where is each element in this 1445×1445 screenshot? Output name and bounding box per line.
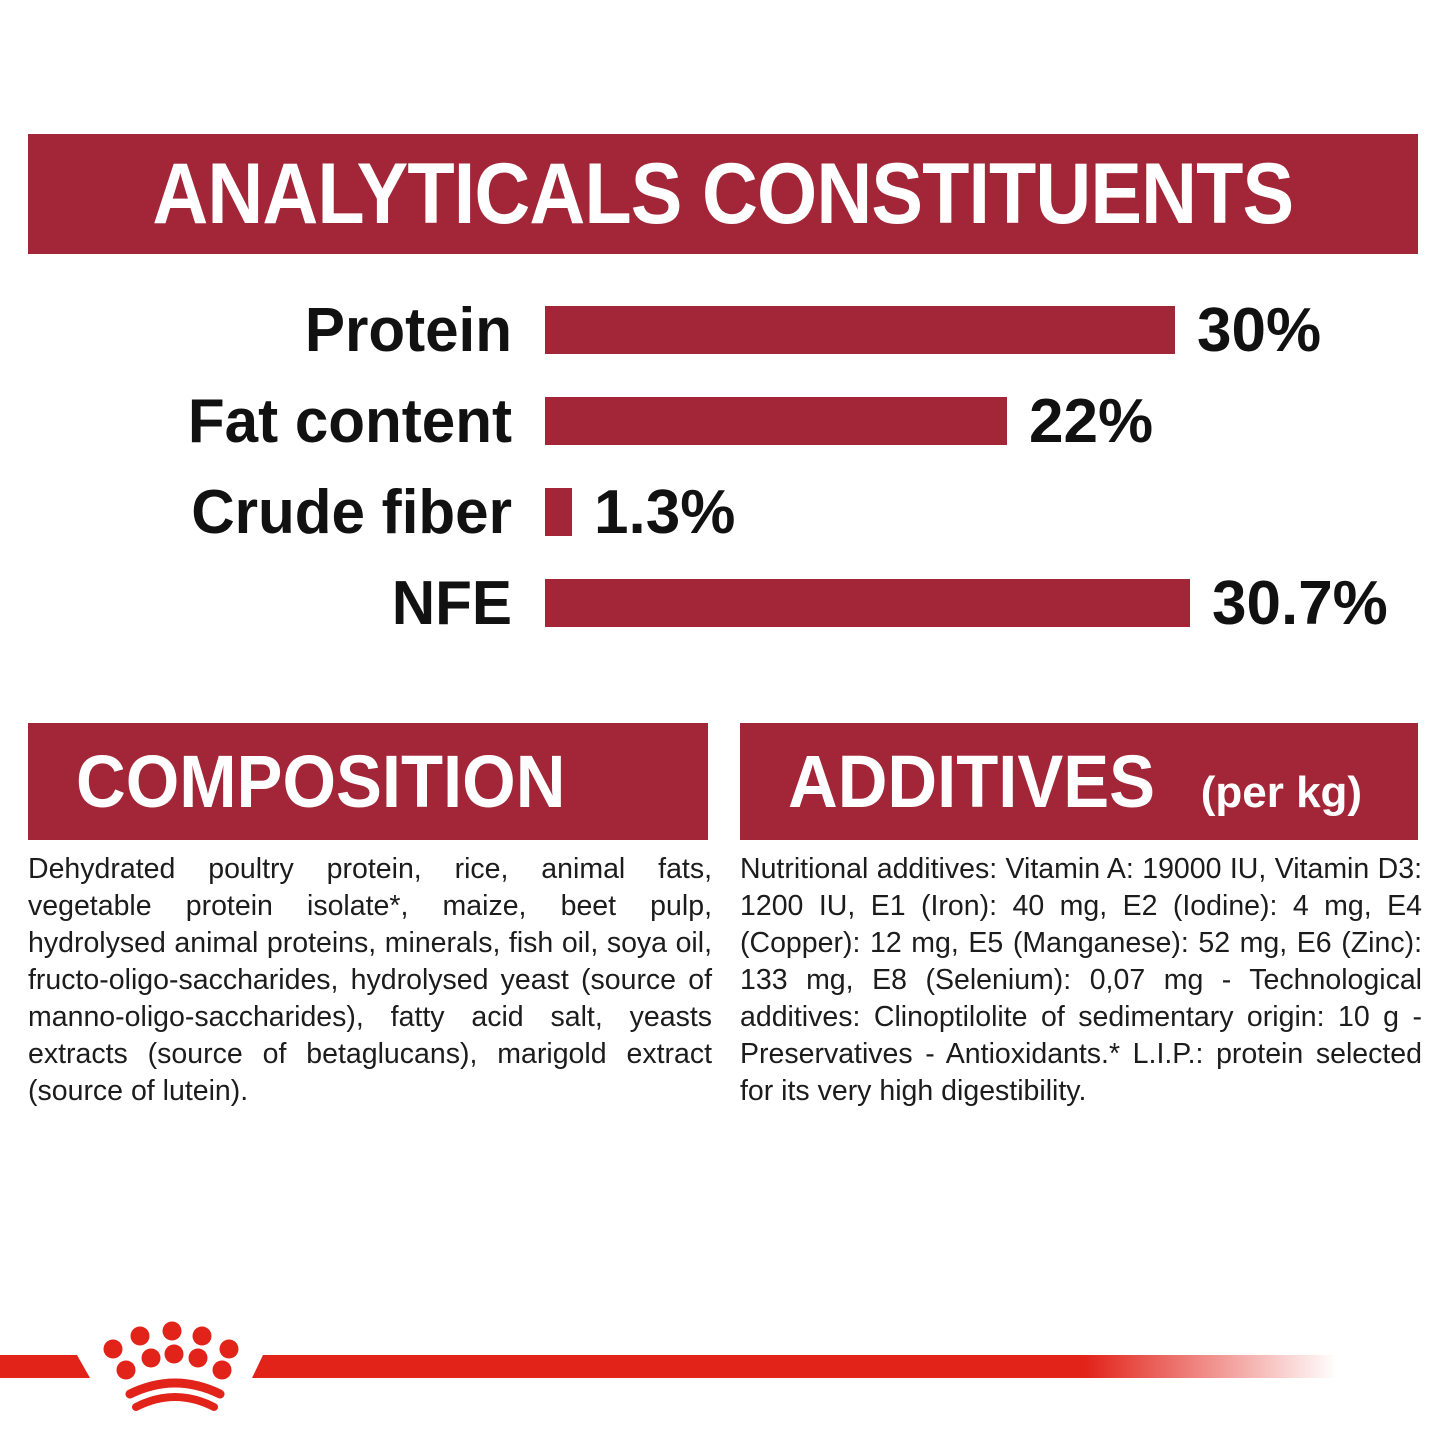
chart-row-nfe: NFE 30.7% xyxy=(40,569,1440,638)
bar-nfe xyxy=(545,579,1190,627)
royal-canin-crown-icon xyxy=(103,1321,239,1411)
bar-label: Fat content xyxy=(187,386,513,456)
additives-title-group: ADDITIVES (per kg) xyxy=(788,723,1362,840)
bar-value: 30% xyxy=(1197,295,1322,365)
composition-body: Dehydrated poultry protein, rice, animal… xyxy=(28,853,712,1107)
chart-row-crude-fiber: Crude fiber 1.3% xyxy=(40,478,1440,547)
bar-fat-content xyxy=(545,397,1007,445)
bar-crude-fiber xyxy=(545,488,572,536)
composition-title: COMPOSITION xyxy=(76,740,566,823)
analytical-constituents-chart: Protein 30% Fat content 22% Crude fiber … xyxy=(40,296,1440,670)
additives-body: Nutritional additives: Vitamin A: 19000 … xyxy=(740,853,1422,1107)
brand-band-left xyxy=(0,1355,90,1378)
bar-label: NFE xyxy=(391,568,513,638)
chart-row-fat-content: Fat content 22% xyxy=(40,387,1440,456)
page-title: ANALYTICALS CONSTITUENTS xyxy=(152,145,1295,242)
bar-protein xyxy=(545,306,1175,354)
bar-value: 22% xyxy=(1029,386,1154,456)
brand-band-right-fading xyxy=(252,1355,1348,1378)
bar-value: 1.3% xyxy=(594,477,736,547)
bar-label: Crude fiber xyxy=(191,477,513,547)
additives-title-suffix: (per kg) xyxy=(1200,768,1363,817)
additives-header-banner: ADDITIVES (per kg) xyxy=(740,723,1418,840)
analyticals-header-banner: ANALYTICALS CONSTITUENTS xyxy=(28,134,1418,254)
additives-title: ADDITIVES xyxy=(788,740,1156,823)
bar-label: Protein xyxy=(304,295,513,365)
composition-header-banner: COMPOSITION xyxy=(28,723,708,840)
bar-value: 30.7% xyxy=(1212,568,1388,638)
chart-row-protein: Protein 30% xyxy=(40,296,1440,365)
